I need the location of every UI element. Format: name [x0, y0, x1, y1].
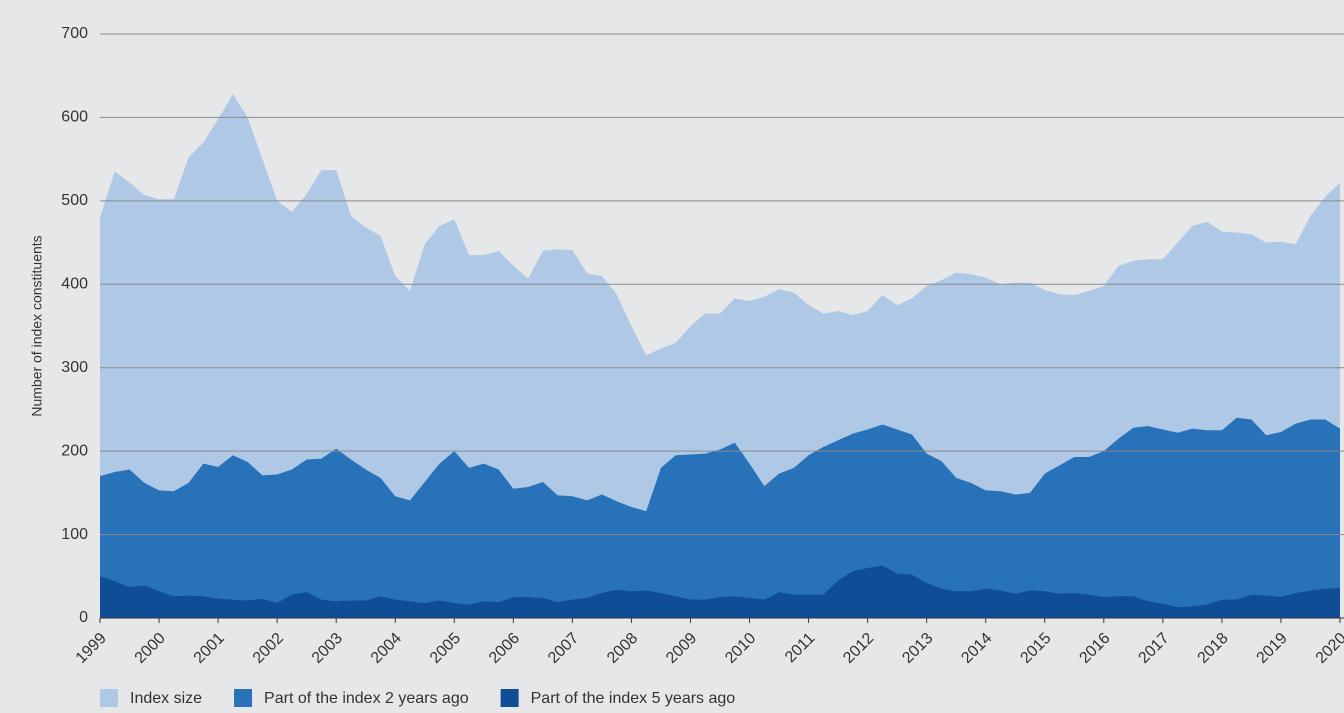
legend-label: Part of the index 2 years ago — [264, 690, 469, 707]
legend-label: Part of the index 5 years ago — [531, 690, 736, 707]
legend-swatch — [100, 689, 118, 707]
y-tick-label: 100 — [61, 526, 88, 543]
y-tick-label: 300 — [61, 359, 88, 376]
y-tick-label: 600 — [61, 109, 88, 126]
y-tick-label: 0 — [79, 609, 88, 626]
y-tick-label: 400 — [61, 276, 88, 293]
area — [100, 94, 1340, 618]
area — [100, 417, 1340, 618]
y-tick-label: 700 — [61, 25, 88, 42]
y-tick-label: 500 — [61, 192, 88, 209]
y-tick-label: 200 — [61, 442, 88, 459]
legend-label: Index size — [130, 690, 202, 707]
legend-swatch — [500, 689, 519, 707]
legend-swatch — [234, 689, 253, 707]
y-axis-label: Number of index constituents — [29, 235, 45, 416]
area — [100, 565, 1340, 618]
